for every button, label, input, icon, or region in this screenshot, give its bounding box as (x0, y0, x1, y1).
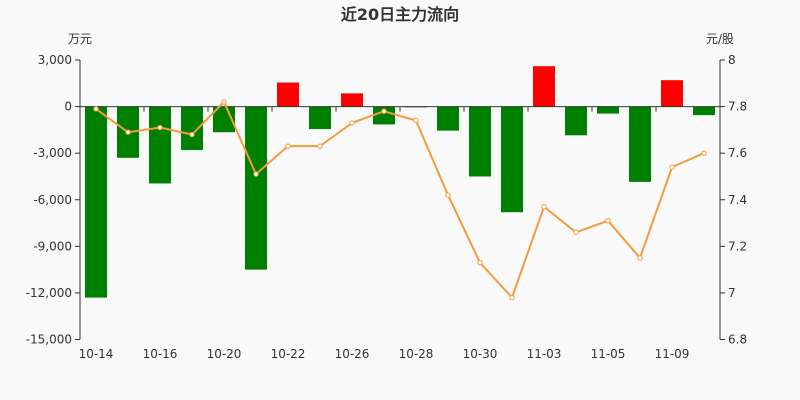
x-tick-label: 10-26 (335, 347, 370, 361)
x-tick-label: 11-09 (655, 347, 690, 361)
left-tick-label: -3,000 (33, 146, 72, 160)
chart-title: 近20日主力流向 (341, 5, 459, 24)
left-tick-label: 0 (64, 100, 72, 114)
left-tick-label: 3,000 (38, 53, 72, 67)
price-point (317, 143, 323, 149)
flow-bar (469, 106, 491, 177)
flow-bar (245, 106, 267, 270)
price-line-layer (93, 99, 707, 301)
flow-bar (149, 106, 171, 184)
price-point (157, 124, 163, 131)
right-tick-label: 7 (728, 286, 736, 300)
right-tick-label: 7.2 (728, 239, 747, 253)
price-point (125, 129, 131, 135)
x-tick-label: 10-14 (79, 347, 114, 361)
x-tick-label: 10-30 (463, 347, 498, 361)
price-point (573, 229, 579, 236)
price-point (285, 143, 291, 149)
x-tick-labels: 10-14 10-16 10-20 10-22 10-26 10-28 10-30 11-03… (79, 347, 690, 361)
price-point (253, 171, 259, 177)
axes-layer (75, 59, 725, 340)
flow-bar (629, 106, 651, 182)
price-point (669, 164, 675, 170)
x-tick-label: 10-20 (207, 347, 242, 361)
price-point (349, 120, 355, 126)
price-point (477, 259, 483, 266)
flow-bar (533, 66, 555, 107)
right-tick-label: 8 (728, 53, 736, 67)
price-point (541, 204, 547, 210)
price-point (637, 255, 643, 261)
price-point (701, 150, 707, 156)
flow-bar (181, 106, 203, 151)
price-point (413, 117, 419, 124)
right-tick-label: 7.6 (728, 146, 747, 160)
left-axis-unit: 万元 (68, 32, 92, 46)
left-tick-label: -15,000 (26, 333, 72, 347)
flow-bar (85, 106, 107, 298)
flow-bar (501, 106, 523, 213)
left-tick-label: -6,000 (33, 193, 72, 207)
price-point (509, 294, 515, 301)
flow-bar (597, 106, 619, 114)
x-tick-label: 10-16 (143, 347, 178, 361)
x-tick-label: 11-03 (527, 347, 562, 361)
flow-bar (437, 106, 459, 131)
flow-bar (341, 93, 363, 107)
right-tick-label: 7.8 (728, 100, 747, 114)
bars-layer (85, 66, 715, 298)
price-point (189, 131, 195, 138)
right-tick-labels: 8 7.8 7.6 7.4 7.2 7 6.8 (728, 53, 747, 347)
price-point (93, 106, 99, 112)
flow-bar (277, 82, 299, 107)
flow-bar (661, 80, 683, 107)
left-tick-label: -12,000 (26, 286, 72, 300)
flow-bar (565, 106, 587, 136)
price-point (445, 192, 451, 198)
flow-bar (309, 106, 331, 130)
left-tick-labels: 3,000 0 -3,000 -6,000 -9,000 -12,000 -15,000 (26, 53, 72, 347)
right-tick-label: 7.4 (728, 193, 747, 207)
flow-bar (693, 106, 715, 116)
price-point (605, 218, 611, 224)
price-point (381, 108, 387, 114)
right-axis-unit: 元/股 (706, 32, 734, 46)
price-line (95, 100, 705, 300)
price-point (221, 99, 227, 105)
x-tick-label: 11-05 (591, 347, 626, 361)
x-tick-label: 10-28 (399, 347, 434, 361)
left-tick-label: -9,000 (33, 239, 72, 253)
flow-bar (373, 106, 395, 125)
x-tick-label: 10-22 (271, 347, 306, 361)
right-tick-label: 6.8 (728, 333, 747, 347)
